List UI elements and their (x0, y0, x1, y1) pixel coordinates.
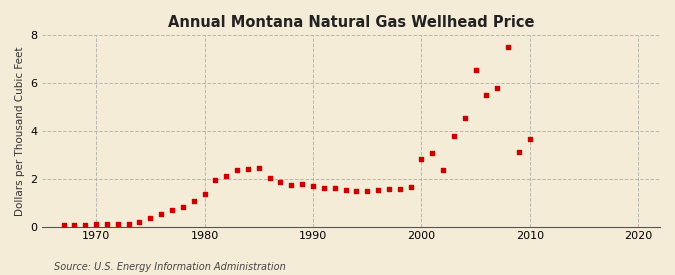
Point (210, 178, 221, 182)
Point (188, 199, 199, 204)
Point (503, 45, 514, 49)
Point (437, 168, 448, 172)
Point (394, 187, 405, 191)
Point (514, 150, 524, 154)
Point (145, 216, 156, 220)
Point (405, 185, 416, 189)
Point (199, 191, 210, 196)
Point (524, 137, 535, 142)
Point (101, 222, 112, 227)
Point (156, 212, 167, 216)
Point (481, 92, 492, 97)
Point (383, 187, 394, 191)
Point (492, 86, 503, 90)
Point (221, 174, 232, 178)
Point (449, 134, 460, 138)
Point (253, 166, 264, 171)
Point (373, 187, 383, 192)
Point (340, 188, 351, 192)
Point (58, 223, 69, 227)
Point (90, 222, 101, 227)
Point (232, 167, 242, 172)
Point (80, 222, 90, 227)
Title: Annual Montana Natural Gas Wellhead Price: Annual Montana Natural Gas Wellhead Pric… (167, 15, 534, 30)
Point (470, 68, 481, 73)
Point (416, 157, 427, 161)
Point (308, 184, 319, 189)
Point (124, 222, 134, 226)
Point (460, 116, 470, 120)
Point (264, 175, 275, 180)
Point (167, 208, 178, 213)
Text: Source: U.S. Energy Information Administration: Source: U.S. Energy Information Administ… (54, 262, 286, 272)
Point (242, 167, 253, 171)
Point (297, 181, 308, 186)
Point (319, 186, 329, 190)
Point (286, 183, 297, 187)
Point (351, 189, 362, 193)
Point (112, 222, 123, 226)
Y-axis label: Dollars per Thousand Cubic Feet: Dollars per Thousand Cubic Feet (15, 46, 25, 216)
Point (362, 189, 373, 194)
Point (275, 180, 286, 184)
Point (178, 205, 188, 209)
Point (69, 222, 80, 227)
Point (427, 151, 437, 155)
Point (134, 220, 145, 224)
Point (329, 186, 340, 190)
